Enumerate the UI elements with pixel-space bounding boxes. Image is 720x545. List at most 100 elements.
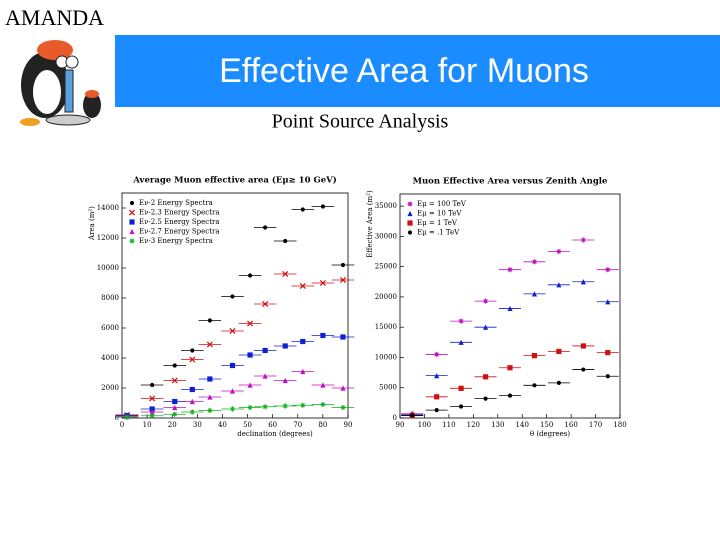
marker-shape: [247, 320, 254, 327]
marker-shape: [556, 348, 562, 355]
marker-shape: [434, 394, 440, 400]
x-tick-label: 30: [193, 421, 202, 429]
data-point: [273, 377, 297, 384]
marker-shape: [320, 401, 326, 408]
data-point: [273, 343, 297, 349]
data-point: [291, 368, 315, 375]
marker-shape: [207, 318, 212, 323]
data-point: [499, 305, 521, 312]
marker-shape: [556, 380, 561, 385]
marker-shape: [580, 279, 586, 285]
legend-label: Eν-2.7 Energy Spectra: [139, 228, 220, 236]
marker-shape: [319, 279, 326, 287]
data-point: [547, 348, 570, 355]
chart-title: Average Muon effective area (Eμ≥ 10 GeV): [132, 175, 336, 186]
y-tick-label: 14000: [97, 204, 119, 212]
marker-shape: [190, 348, 195, 353]
data-point: [238, 320, 262, 327]
y-tick-label: 35000: [375, 202, 397, 210]
legend-entry: Eμ = 10 TeV: [407, 210, 462, 218]
data-point: [221, 294, 244, 299]
marker-shape: [247, 382, 253, 388]
y-tick-label: 10000: [375, 353, 397, 361]
marker-shape: [189, 386, 195, 393]
marker-shape: [282, 343, 288, 349]
marker-shape: [300, 368, 306, 375]
marker-shape: [605, 267, 611, 273]
marker-shape: [172, 363, 177, 368]
legend-entry: Eν-2.7 Energy Spectra: [129, 228, 220, 236]
data-point: [181, 356, 204, 363]
data-point: [311, 332, 335, 339]
x-tick-label: 40: [218, 421, 227, 429]
marker-shape: [283, 238, 288, 244]
marker-shape: [172, 404, 178, 411]
plot-frame: [121, 192, 349, 419]
marker-shape: [407, 230, 413, 235]
marker-shape: [340, 334, 346, 340]
marker-shape: [581, 367, 586, 372]
y-axis-label: Effective Area (m²): [366, 190, 374, 258]
marker-shape: [172, 398, 178, 405]
x-tick-label: 170: [589, 421, 602, 429]
marker-shape: [340, 404, 346, 411]
marker-shape: [458, 339, 464, 345]
marker-shape: [483, 396, 488, 401]
marker-shape: [556, 248, 562, 255]
marker-shape: [129, 228, 135, 235]
data-point: [523, 383, 546, 388]
x-tick-label: 140: [516, 421, 529, 429]
x-tick-label: 160: [564, 421, 577, 429]
legend-entry: Eν-3 Energy Spectra: [129, 237, 213, 245]
x-tick-label: 120: [467, 421, 480, 429]
x-tick-label: 90: [344, 421, 353, 429]
marker-shape: [339, 276, 347, 284]
data-point: [547, 248, 570, 255]
marker-shape: [129, 238, 135, 244]
marker-shape: [300, 207, 305, 212]
data-point: [238, 273, 262, 278]
marker-shape: [207, 376, 213, 382]
legend-entry: Eμ = 1 TeV: [407, 219, 458, 227]
marker-shape: [262, 373, 268, 379]
x-axis-label: θ (degrees): [530, 430, 570, 438]
marker-shape: [580, 237, 586, 243]
title-banner: [115, 35, 720, 107]
data-point: [425, 351, 448, 358]
marker-shape: [482, 298, 489, 304]
data-point: [547, 380, 570, 385]
marker-shape: [149, 409, 155, 415]
marker-shape: [507, 267, 513, 273]
x-tick-label: 70: [293, 421, 302, 429]
slide-subtitle: Point Source Analysis: [272, 111, 449, 133]
y-tick-label: 25000: [375, 263, 397, 271]
data-point: [181, 409, 204, 415]
marker-shape: [230, 294, 235, 299]
marker-shape: [407, 220, 413, 226]
y-axis-label: Area (m²): [88, 206, 96, 241]
chart-title: Muon Effective Area versus Zenith Angle: [413, 177, 608, 187]
marker-shape: [207, 407, 213, 414]
marker-shape: [129, 200, 135, 206]
marker-shape: [129, 219, 135, 225]
marker-shape: [262, 347, 268, 354]
x-tick-label: 150: [540, 421, 553, 429]
marker-shape: [434, 373, 440, 379]
marker-shape: [482, 324, 489, 330]
x-tick-label: 0: [120, 421, 124, 429]
y-tick-label: 15000: [375, 323, 397, 331]
data-point: [273, 238, 297, 244]
legend-label: Eμ = 1 TeV: [417, 219, 458, 227]
y-tick-label: 10000: [97, 264, 119, 272]
x-tick-label: 110: [442, 421, 455, 429]
legend-entry: Eμ = 100 TeV: [407, 200, 467, 208]
data-point: [140, 413, 164, 419]
data-point: [291, 338, 315, 345]
data-point: [291, 282, 315, 290]
legend-label: Eν-2.5 Energy Spectra: [139, 218, 220, 226]
marker-shape: [320, 382, 326, 388]
marker-shape: [434, 408, 439, 413]
marker-shape: [149, 413, 155, 419]
marker-shape: [124, 414, 130, 420]
x-tick-label: 80: [318, 421, 327, 429]
